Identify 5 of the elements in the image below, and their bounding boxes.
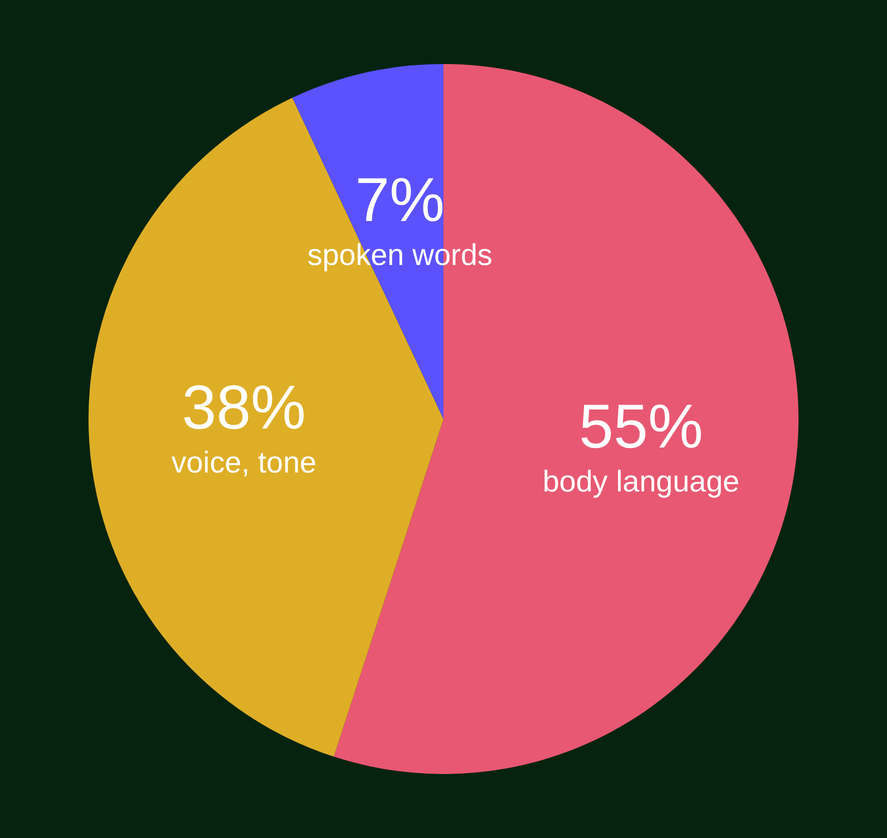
slice-label: voice, tone bbox=[171, 446, 316, 480]
slice-label: body language bbox=[542, 465, 740, 498]
data-label: 55% bbox=[578, 392, 704, 462]
data-label: 7% bbox=[355, 166, 445, 235]
data-label: 38% bbox=[182, 374, 306, 443]
